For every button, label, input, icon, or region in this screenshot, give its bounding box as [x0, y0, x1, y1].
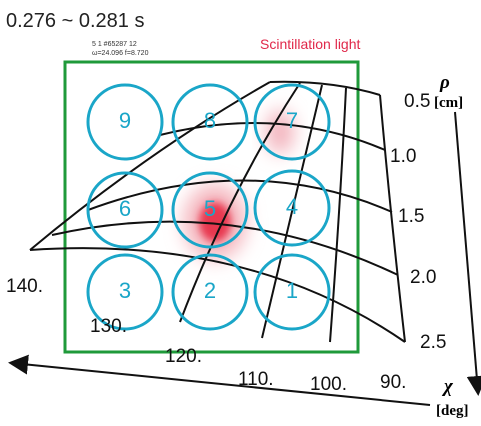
rho-tick: 0.5: [404, 91, 430, 112]
channel-label: 9: [119, 108, 131, 133]
channel-label: 6: [119, 196, 131, 221]
info-line: 5 1 #65287 12: [92, 41, 137, 48]
chi-tick: 100.: [310, 374, 347, 395]
rho-tick: 2.5: [420, 332, 446, 353]
channels: 1 2 3 4 5 6 7 8 9: [88, 85, 329, 329]
chi-arrow: [12, 363, 430, 405]
rho-symbol: ρ: [439, 72, 450, 93]
channel-label: 8: [204, 108, 216, 133]
channel-label: 7: [286, 108, 298, 133]
rho-arrow: [455, 112, 478, 392]
rho-tick: 1.5: [398, 206, 424, 227]
channel-label: 3: [119, 278, 131, 303]
info-line: ω=24.096 f=8.720: [92, 50, 149, 57]
channel-label: 4: [286, 194, 298, 219]
light-label: Scintillation light: [260, 36, 360, 52]
time-range: 0.276 ~ 0.281 s: [6, 10, 144, 32]
chi-tick: 130.: [90, 316, 127, 337]
rho-unit: [cm]: [434, 95, 463, 111]
chi-symbol: χ: [441, 376, 454, 397]
chi-unit: [deg]: [436, 403, 469, 419]
figure: 0.276 ~ 0.281 s 5 1 #65287 12 ω=24.096 f…: [0, 0, 481, 426]
channel-label: 5: [204, 196, 216, 221]
rho-tick: 1.0: [390, 146, 416, 167]
chi-tick: 90.: [380, 372, 406, 393]
channel-label: 2: [204, 278, 216, 303]
rho-tick: 2.0: [410, 267, 436, 288]
channel-label: 1: [286, 278, 298, 303]
rho-axis: ρ [cm] 0.5 1.0 1.5 2.0 2.5: [390, 72, 478, 392]
chi-tick: 140.: [6, 276, 43, 297]
chi-tick: 120.: [165, 346, 202, 367]
